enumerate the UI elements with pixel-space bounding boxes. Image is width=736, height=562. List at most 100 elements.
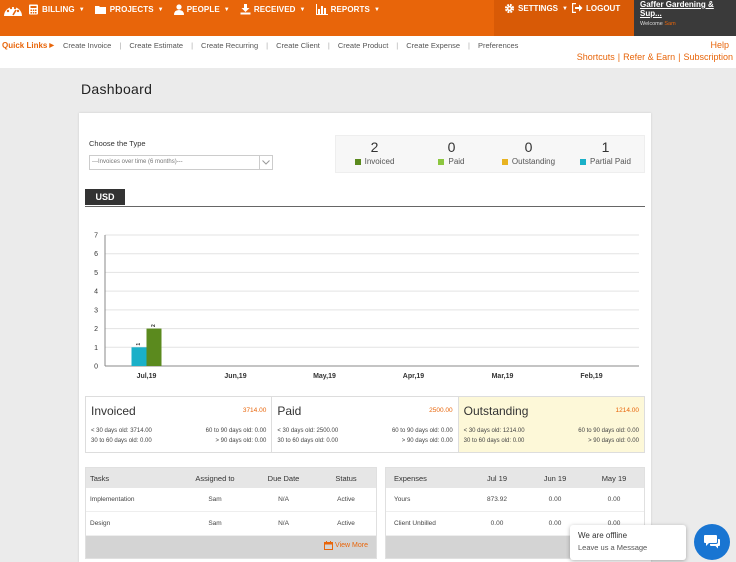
table-header: Expenses Jul 19 Jun 19 May 19 <box>386 468 644 488</box>
column-header: Jul 19 <box>486 473 507 483</box>
task-name: Implementation <box>90 496 135 503</box>
legend-swatch <box>438 158 445 165</box>
aging-30-60: 30 to 60 days old: 0.00 <box>463 438 525 444</box>
currency-tab-usd[interactable]: USD <box>85 189 125 205</box>
count-partial-paid[interactable]: 1 Partial Paid <box>567 136 644 172</box>
nav-people[interactable]: PEOPLE ▼ <box>173 4 230 15</box>
y-tick-label: 3 <box>94 307 98 314</box>
shortcuts-link[interactable]: Shortcuts <box>576 52 615 62</box>
y-tick-label: 7 <box>94 233 98 240</box>
quick-links-list: Create Invoice | Create Estimate | Create … <box>63 41 518 50</box>
chat-leave-message[interactable]: Leave us a Message <box>578 543 648 552</box>
divider: | <box>468 41 470 50</box>
ql-preferences[interactable]: Preferences <box>478 41 519 50</box>
nav-received[interactable]: RECEIVED ▼ <box>240 4 306 15</box>
expense-category: Yours <box>394 496 411 503</box>
x-tick-label: May,19 <box>313 373 336 380</box>
divider: | <box>678 52 681 62</box>
logout-icon <box>572 3 583 13</box>
y-tick-label: 2 <box>94 326 98 333</box>
ql-create-recurring[interactable]: Create Recurring <box>201 41 259 50</box>
table-footer: View More <box>86 536 376 558</box>
count-value: 1 <box>601 139 610 155</box>
task-name: Design <box>90 520 111 527</box>
x-tick-label: Jun,19 <box>224 373 246 380</box>
nav-reports-label: REPORTS <box>330 5 370 14</box>
nav-billing[interactable]: BILLING ▼ <box>28 4 85 15</box>
aging-lt30: < 30 days old: 1214.00 <box>463 428 525 434</box>
count-paid[interactable]: 0 Paid <box>413 136 490 172</box>
ql-create-expense[interactable]: Create Expense <box>406 41 461 50</box>
subscription-link[interactable]: Subscription <box>683 52 733 62</box>
column-header: May 19 <box>601 473 627 483</box>
view-more-label: View More <box>335 542 368 549</box>
table-row[interactable]: Client Unbilled 0.00 0.00 0.00 <box>386 512 644 536</box>
column-header: Due Date <box>267 473 300 483</box>
main-nav: BILLING ▼ PROJECTS ▼ PEOPLE ▼ RECEIVED ▼ REP… <box>28 0 380 19</box>
divider: | <box>617 52 621 62</box>
chat-offline-popup[interactable]: We are offline Leave us a Message <box>570 525 686 560</box>
calculator-icon <box>29 4 38 15</box>
refer-earn-link[interactable]: Refer & Earn <box>623 52 676 62</box>
divider: | <box>191 41 194 50</box>
settings-button[interactable]: SETTINGS ▼ <box>504 3 568 14</box>
ql-create-invoice[interactable]: Create Invoice <box>63 41 112 50</box>
task-due-date: N/A <box>278 520 289 527</box>
logout-button[interactable]: LOGOUT <box>572 3 620 13</box>
quick-links-title: Quick Links ▶ <box>2 41 54 50</box>
divider: | <box>396 41 399 50</box>
summary-amount: 2500.00 <box>429 407 453 414</box>
nav-reports[interactable]: REPORTS ▼ <box>315 4 380 15</box>
ql-create-product[interactable]: Create Product <box>337 41 389 50</box>
page-title: Dashboard <box>81 81 153 97</box>
table-row[interactable]: Yours 873.92 0.00 0.00 <box>386 488 644 512</box>
aging-60-90: 60 to 90 days old: 0.00 <box>391 428 453 434</box>
nav-projects[interactable]: PROJECTS ▼ <box>94 5 164 15</box>
count-value: 0 <box>524 139 533 155</box>
y-tick-label: 5 <box>94 270 98 277</box>
x-tick-label: Jul,19 <box>137 373 157 380</box>
type-select[interactable]: ---Invoices over time (6 months)--- <box>89 155 273 170</box>
table-row[interactable]: Design Sam N/A Active <box>86 512 376 536</box>
expense-value: 0.00 <box>548 520 562 527</box>
help-link[interactable]: Help <box>710 40 729 50</box>
x-tick-label: Apr,19 <box>403 373 425 380</box>
welcome-text: Welcome Sam <box>640 21 676 27</box>
download-icon <box>240 4 251 15</box>
type-select-label: Choose the Type <box>89 139 146 148</box>
company-name-link[interactable]: Gaffer Gardening & Sup... <box>640 0 714 18</box>
chevron-down-icon: ▼ <box>562 5 568 12</box>
chat-button[interactable] <box>694 524 730 560</box>
summary-paid: Paid 2500.00 < 30 days old: 2500.00 60 to… <box>272 397 459 452</box>
dashboard-gauge-icon[interactable] <box>3 2 23 18</box>
column-header: Jun 19 <box>543 473 567 483</box>
bar <box>146 328 162 366</box>
quick-links-label: Quick Links <box>2 41 48 50</box>
divider <box>85 206 645 207</box>
settings-area: SETTINGS ▼ LOGOUT <box>494 0 634 36</box>
expense-value: 0.00 <box>607 520 621 527</box>
summary-title: Paid <box>277 404 302 418</box>
count-outstanding[interactable]: 0 Outstanding <box>490 136 567 172</box>
task-due-date: N/A <box>278 496 289 503</box>
table-row[interactable]: Implementation Sam N/A Active <box>86 488 376 512</box>
nav-projects-label: PROJECTS <box>109 5 154 14</box>
invoice-status-counts: 2 Invoiced 0 Paid 0 Outstanding 1 Partia… <box>335 135 645 173</box>
task-status: Active <box>337 496 355 503</box>
tasks-table: Tasks Assigned to Due Date Status Implem… <box>85 467 377 559</box>
invoices-bar-chart: 0 1 2 3 4 5 6 7 Jul,19 1 2 Jun,19 May,19 Apr,19 Mar,19… <box>94 233 639 380</box>
count-label: Partial Paid <box>590 157 631 166</box>
chat-status: We are offline <box>578 531 628 540</box>
count-invoiced[interactable]: 2 Invoiced <box>336 136 413 172</box>
ql-create-client[interactable]: Create Client <box>276 41 320 50</box>
summary-amount: 1214.00 <box>615 407 639 414</box>
y-tick-label: 0 <box>94 364 98 371</box>
expense-value: 0.00 <box>548 496 562 503</box>
quick-links-bar: Quick Links ▶ Create Invoice | Create Esti… <box>0 36 736 68</box>
account-links: Shortcuts | Refer & Earn | Subscription <box>577 52 733 62</box>
aging-60-90: 60 to 90 days old: 0.00 <box>205 428 267 434</box>
ql-create-estimate[interactable]: Create Estimate <box>129 41 184 50</box>
aging-lt30: < 30 days old: 2500.00 <box>277 428 339 434</box>
view-more-link[interactable]: View More <box>324 541 368 550</box>
nav-people-label: PEOPLE <box>186 5 220 14</box>
